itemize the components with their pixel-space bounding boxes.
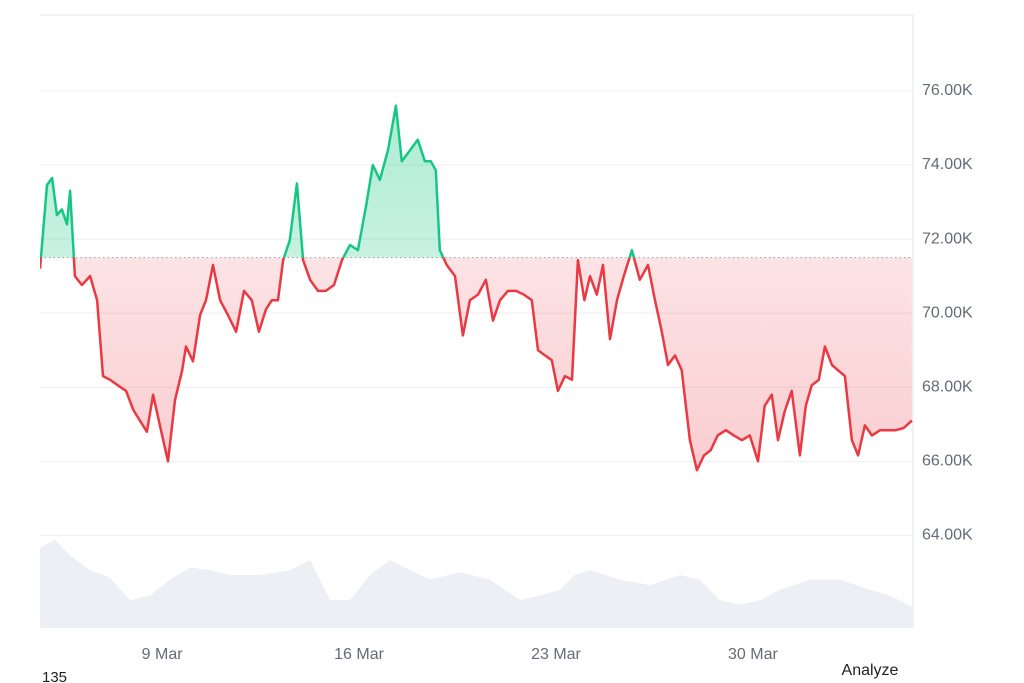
y-tick-label: 68.00K	[922, 378, 973, 395]
y-tick-label: 66.00K	[922, 453, 973, 470]
x-tick-label: 16 Mar	[334, 646, 384, 663]
analyze-button[interactable]: Analyze	[842, 662, 899, 679]
corner-label: 135	[42, 669, 67, 683]
x-tick-label: 30 Mar	[728, 646, 778, 663]
x-tick-label: 23 Mar	[531, 646, 581, 663]
y-tick-label: 70.00K	[922, 304, 973, 321]
y-tick-label: 74.00K	[922, 156, 973, 173]
price-line-below	[40, 257, 913, 472]
volume-area	[40, 539, 912, 628]
y-tick-label: 76.00K	[922, 82, 973, 99]
x-tick-label: 9 Mar	[142, 646, 184, 663]
area-below	[40, 257, 912, 471]
y-tick-label: 64.00K	[922, 527, 973, 544]
y-tick-label: 72.00K	[922, 230, 973, 247]
